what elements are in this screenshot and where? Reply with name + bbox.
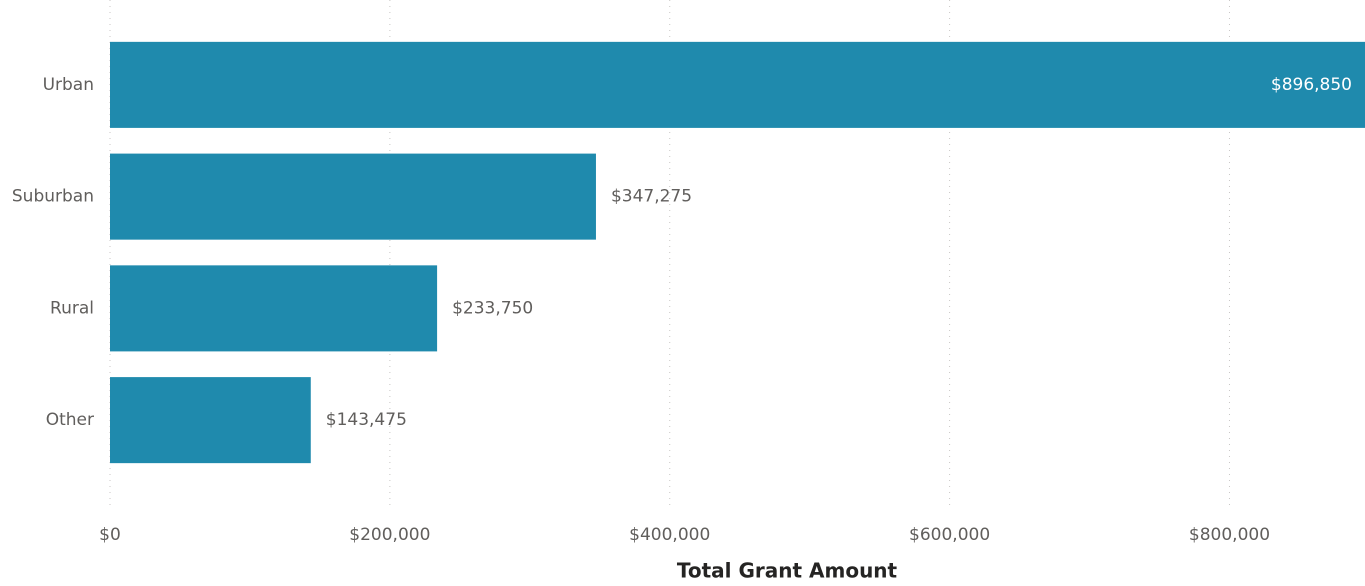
x-tick-label: $200,000 [349,525,430,545]
x-tick-label: $0 [99,525,121,545]
y-tick-label: Other [46,410,94,430]
y-tick-label: Rural [50,298,94,318]
data-label: $896,850 [1271,75,1352,95]
bar [110,377,311,464]
data-label: $233,750 [452,298,533,318]
data-label: $143,475 [326,410,407,430]
bar [110,41,1365,128]
x-tick-label: $400,000 [629,525,710,545]
x-tick-label: $600,000 [909,525,990,545]
bar [110,153,596,240]
data-label: $347,275 [611,187,692,207]
y-tick-label: Urban [43,75,94,95]
x-tick-label: $800,000 [1189,525,1270,545]
bar [110,265,438,352]
x-axis-title: Total Grant Amount [677,559,898,583]
y-tick-label: Suburban [12,187,94,207]
